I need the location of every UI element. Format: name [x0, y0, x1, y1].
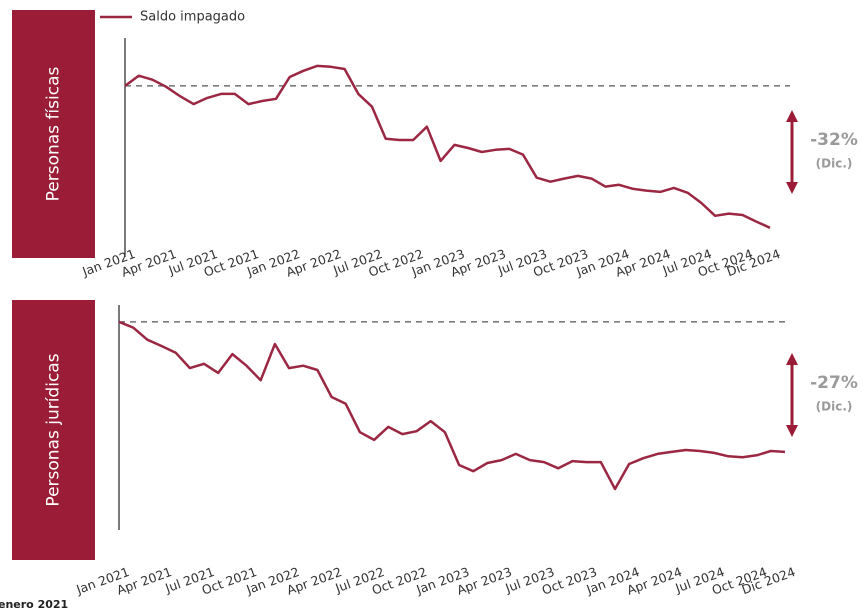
series-line — [124, 64, 771, 229]
panel-label-box — [12, 10, 95, 258]
panel-label-box — [12, 300, 95, 560]
panel-label: Personas físicas — [44, 67, 64, 202]
legend-label: Saldo impagado — [140, 10, 245, 25]
footnote: enero 2021 — [0, 598, 68, 611]
change-note: (Dic.) — [816, 400, 853, 414]
change-label: -27% — [810, 373, 858, 393]
panel-label: Personas jurídicas — [44, 353, 64, 506]
change-label: -32% — [810, 130, 858, 150]
series-line — [118, 320, 786, 491]
change-note: (Dic.) — [816, 157, 853, 171]
